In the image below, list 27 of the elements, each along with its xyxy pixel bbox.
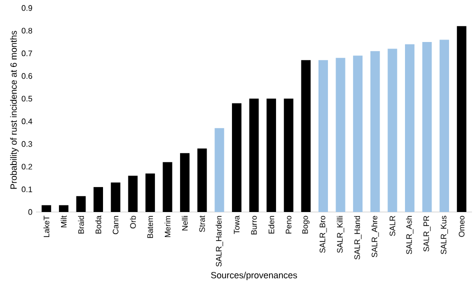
bar <box>128 176 138 212</box>
bar <box>456 26 466 212</box>
bar <box>301 60 311 212</box>
bar <box>180 153 190 212</box>
bar <box>197 148 207 212</box>
bar <box>94 187 104 212</box>
bar <box>388 48 398 212</box>
bar <box>353 56 363 212</box>
bar <box>76 196 86 212</box>
bar <box>232 103 242 212</box>
y-axis-title: Probability of rust incidence at 6 months <box>10 30 19 189</box>
bar <box>266 98 276 212</box>
bar <box>42 205 52 212</box>
bar <box>318 60 328 212</box>
bar <box>336 58 346 212</box>
bar <box>370 51 380 212</box>
bar <box>145 173 155 212</box>
bar <box>284 98 294 212</box>
bar <box>249 98 259 212</box>
bar <box>214 128 224 212</box>
x-axis-title: Sources/provenances <box>211 272 298 280</box>
bar <box>162 162 172 212</box>
bar <box>110 182 120 212</box>
bar <box>404 44 414 212</box>
bar <box>58 205 68 212</box>
bar <box>440 40 450 212</box>
bar <box>422 42 432 212</box>
